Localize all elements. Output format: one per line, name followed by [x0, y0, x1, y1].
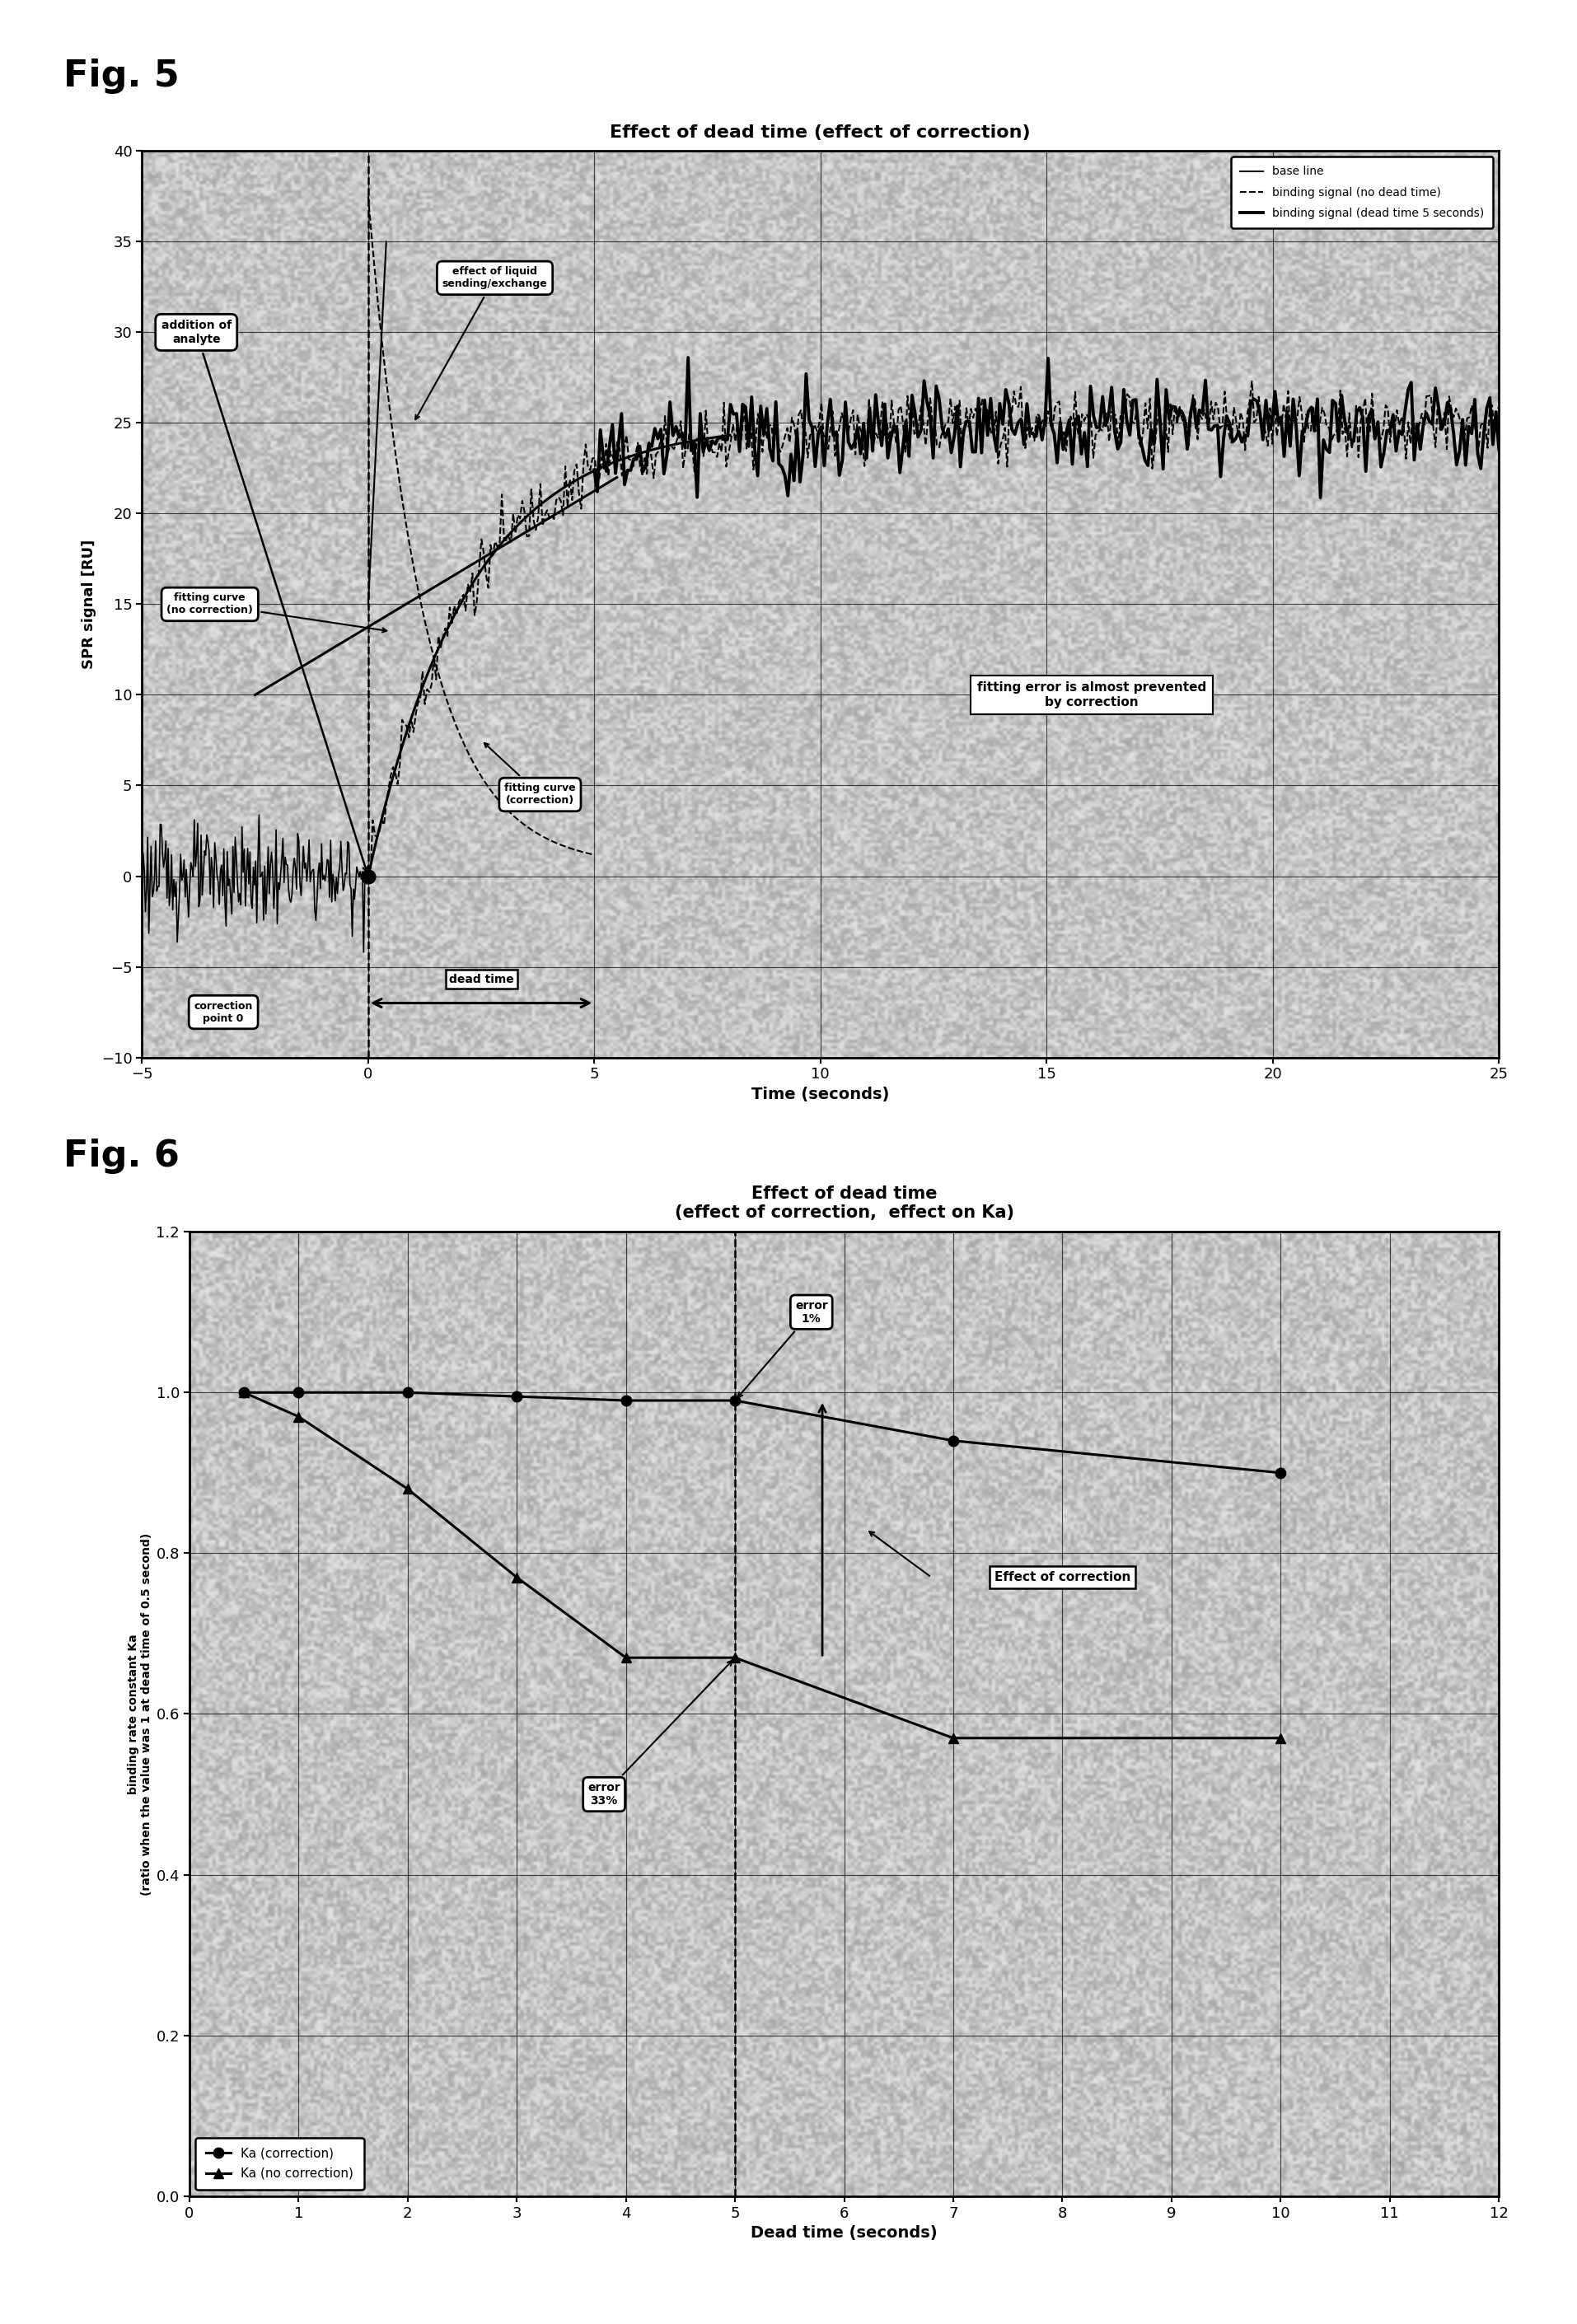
Ka (correction) [1271, 1459, 1290, 1487]
Ka (correction) [508, 1383, 527, 1411]
Text: Fig. 5: Fig. 5 [63, 58, 178, 93]
Y-axis label: binding rate constant Ka
(ratio when the value was 1 at dead time of 0.5 second): binding rate constant Ka (ratio when the… [128, 1532, 153, 1896]
Text: fitting error is almost prevented
by correction: fitting error is almost prevented by cor… [976, 681, 1206, 709]
X-axis label: Dead time (seconds): Dead time (seconds) [751, 2226, 937, 2240]
Ka (no correction) [508, 1564, 527, 1592]
Ka (no correction) [943, 1724, 962, 1752]
Text: correction
point 0: correction point 0 [194, 1002, 252, 1023]
Text: Fig. 6: Fig. 6 [63, 1139, 180, 1174]
Ka (correction) [289, 1378, 308, 1406]
Text: fitting curve
(correction): fitting curve (correction) [484, 744, 576, 806]
Text: Effect of correction: Effect of correction [994, 1571, 1131, 1583]
Ka (no correction) [289, 1404, 308, 1432]
Legend: base line, binding signal (no dead time), binding signal (dead time 5 seconds): base line, binding signal (no dead time)… [1230, 156, 1492, 228]
Title: Effect of dead time
(effect of correction,  effect on Ka): Effect of dead time (effect of correctio… [673, 1185, 1014, 1222]
Text: fitting curve
(no correction): fitting curve (no correction) [167, 593, 386, 632]
Line: Ka (no correction): Ka (no correction) [238, 1387, 1285, 1743]
Ka (no correction) [1271, 1724, 1290, 1752]
Text: addition of
analyte: addition of analyte [161, 321, 367, 872]
Text: dead time: dead time [448, 974, 514, 985]
Text: error
33%: error 33% [587, 1662, 732, 1806]
X-axis label: Time (seconds): Time (seconds) [751, 1088, 889, 1102]
Ka (correction) [617, 1387, 636, 1415]
Ka (no correction) [725, 1643, 744, 1671]
Title: Effect of dead time (effect of correction): Effect of dead time (effect of correctio… [610, 123, 1030, 142]
Line: Ka (correction): Ka (correction) [238, 1387, 1285, 1478]
Ka (no correction) [617, 1643, 636, 1671]
Y-axis label: SPR signal [RU]: SPR signal [RU] [82, 539, 96, 669]
Ka (correction) [725, 1387, 744, 1415]
Text: effect of liquid
sending/exchange: effect of liquid sending/exchange [415, 267, 547, 418]
Ka (correction) [943, 1427, 962, 1455]
Ka (correction) [235, 1378, 254, 1406]
Text: error
1%: error 1% [738, 1299, 828, 1397]
Ka (no correction) [397, 1476, 416, 1504]
Ka (no correction) [235, 1378, 254, 1406]
Legend: Ka (correction), Ka (no correction): Ka (correction), Ka (no correction) [196, 2138, 364, 2189]
Ka (correction) [397, 1378, 416, 1406]
